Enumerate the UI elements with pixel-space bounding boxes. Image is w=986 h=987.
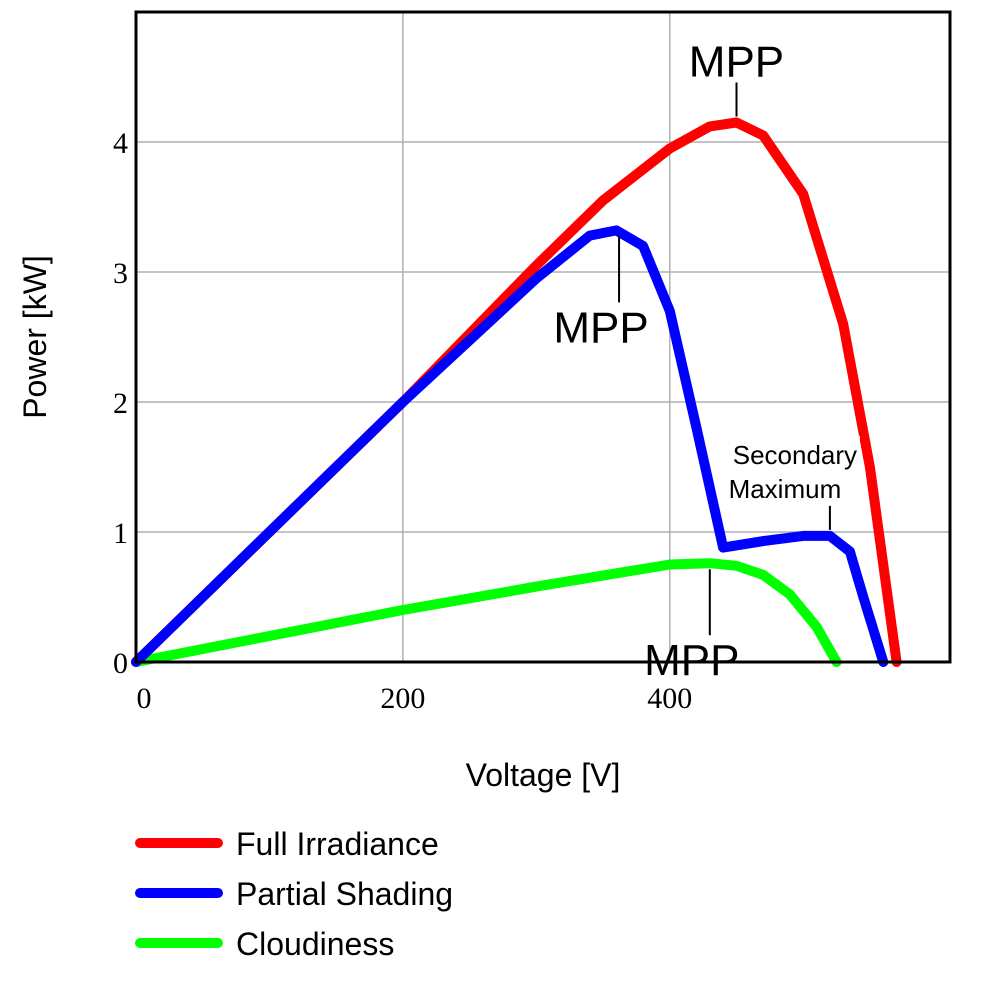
legend: Full Irradiance Partial Shading Cloudiness — [135, 826, 453, 962]
series-line-full-irradiance — [131, 117, 902, 667]
legend-label: Partial Shading — [236, 876, 453, 912]
x-tick-label: 0 — [137, 682, 152, 715]
annotation-label: Secondary — [733, 440, 857, 470]
annotation-label: MPP — [553, 303, 648, 352]
y-tick-label: 2 — [113, 387, 128, 420]
x-tick-label: 400 — [647, 682, 692, 715]
series-line-partial-shading — [131, 225, 889, 667]
grid — [136, 12, 950, 662]
x-tick-label: 200 — [380, 682, 425, 715]
x-axis-label: Voltage [V] — [466, 757, 621, 793]
y-tick-labels: 0 1 2 3 4 — [113, 127, 128, 680]
x-tick-labels: 0 200 400 — [137, 682, 693, 715]
y-axis-label: Power [kW] — [17, 255, 53, 419]
series-lines — [131, 117, 902, 667]
annotation-label: MPP — [689, 38, 784, 87]
legend-label: Cloudiness — [236, 926, 394, 962]
annotation-background — [729, 435, 860, 502]
y-tick-label: 0 — [113, 647, 128, 680]
y-tick-label: 3 — [113, 257, 128, 290]
plot-frame — [134, 10, 952, 664]
legend-label: Full Irradiance — [236, 826, 439, 862]
y-tick-label: 1 — [113, 517, 128, 550]
annotation-label: Maximum — [729, 474, 842, 504]
y-tick-label: 4 — [113, 127, 128, 160]
series-line-cloudiness — [131, 558, 842, 667]
